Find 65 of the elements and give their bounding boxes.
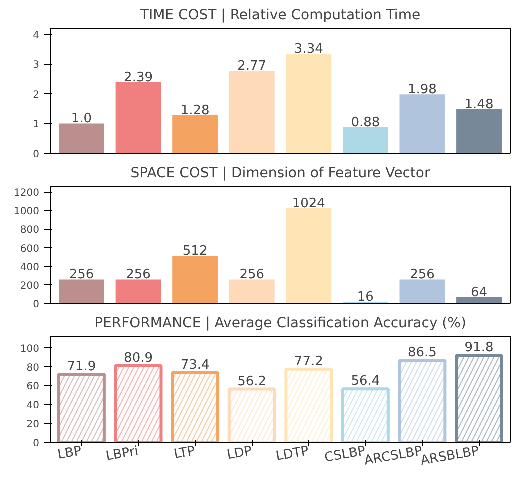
- y-tick-label: 2: [33, 90, 40, 101]
- data-label: 256: [410, 268, 435, 283]
- data-label: 256: [69, 268, 94, 283]
- bar: [229, 280, 275, 304]
- data-label: 80.9: [124, 350, 154, 366]
- y-tick-label: 20: [26, 420, 40, 431]
- bar: [229, 71, 275, 154]
- bar: [286, 54, 332, 154]
- bar: [59, 124, 104, 154]
- x-tick-label: LDTP: [275, 444, 310, 464]
- data-label: 1024: [292, 196, 326, 212]
- x-tick-label: LBP: [56, 444, 84, 463]
- y-tick-label: 60: [26, 382, 40, 393]
- y-tick-label: 1000: [14, 206, 40, 218]
- chart-title: TIME COST | Relative Computation Time: [139, 8, 421, 24]
- bar: [400, 280, 446, 304]
- data-label: 512: [182, 244, 208, 259]
- x-tick-label: LDP: [226, 444, 254, 464]
- chart-title: PERFORMANCE | Average Classification Accuracy (%): [94, 316, 466, 332]
- bar: [59, 280, 104, 304]
- bar: [172, 115, 218, 154]
- data-label: 256: [126, 268, 151, 283]
- x-tick-label: LTP: [173, 444, 197, 462]
- chart-title: SPACE COST | Dimension of Feature Vector: [130, 166, 430, 182]
- data-label: 64: [470, 286, 488, 301]
- y-tick-label: 3: [33, 60, 40, 72]
- y-tick-label: 0: [33, 300, 40, 310]
- x-tick-label: LBPri: [105, 444, 140, 464]
- bar: [286, 208, 332, 304]
- bar: [456, 298, 502, 304]
- y-tick-label: 800: [20, 225, 40, 236]
- data-label: 256: [240, 268, 265, 283]
- y-tick-label: 100: [20, 344, 40, 355]
- data-label: 2.39: [124, 70, 154, 86]
- y-tick-label: 80: [26, 362, 40, 374]
- data-label: 91.8: [464, 340, 494, 356]
- data-label: 0.88: [351, 115, 380, 130]
- y-tick-label: 0: [33, 150, 40, 160]
- data-label: 16: [357, 290, 374, 306]
- y-tick-label: 400: [20, 262, 40, 274]
- y-tick-label: 4: [33, 30, 40, 42]
- data-label: 56.2: [238, 374, 267, 390]
- y-tick-label: 40: [26, 400, 40, 412]
- data-label: 1.0: [71, 112, 92, 127]
- y-tick-label: 600: [20, 244, 40, 255]
- data-label: 71.9: [67, 359, 96, 374]
- data-label: 1.48: [464, 97, 494, 112]
- y-tick-label: 200: [20, 280, 40, 292]
- y-tick-label: 0: [33, 438, 40, 450]
- bar: [456, 109, 502, 154]
- bar: [342, 127, 388, 154]
- data-label: 1.28: [180, 103, 210, 118]
- data-label: 73.4: [180, 358, 210, 374]
- data-label: 2.77: [238, 59, 267, 74]
- bar: [116, 280, 162, 304]
- data-label: 1.98: [408, 82, 437, 98]
- y-tick-label: 1200: [14, 188, 40, 200]
- data-label: 3.34: [294, 42, 324, 58]
- data-label: 56.4: [351, 374, 380, 390]
- bar: [116, 82, 162, 154]
- bar: [172, 256, 218, 304]
- y-tick-label: 1: [33, 120, 40, 131]
- data-label: 86.5: [408, 346, 437, 361]
- bar: [400, 94, 446, 154]
- data-label: 77.2: [294, 354, 324, 370]
